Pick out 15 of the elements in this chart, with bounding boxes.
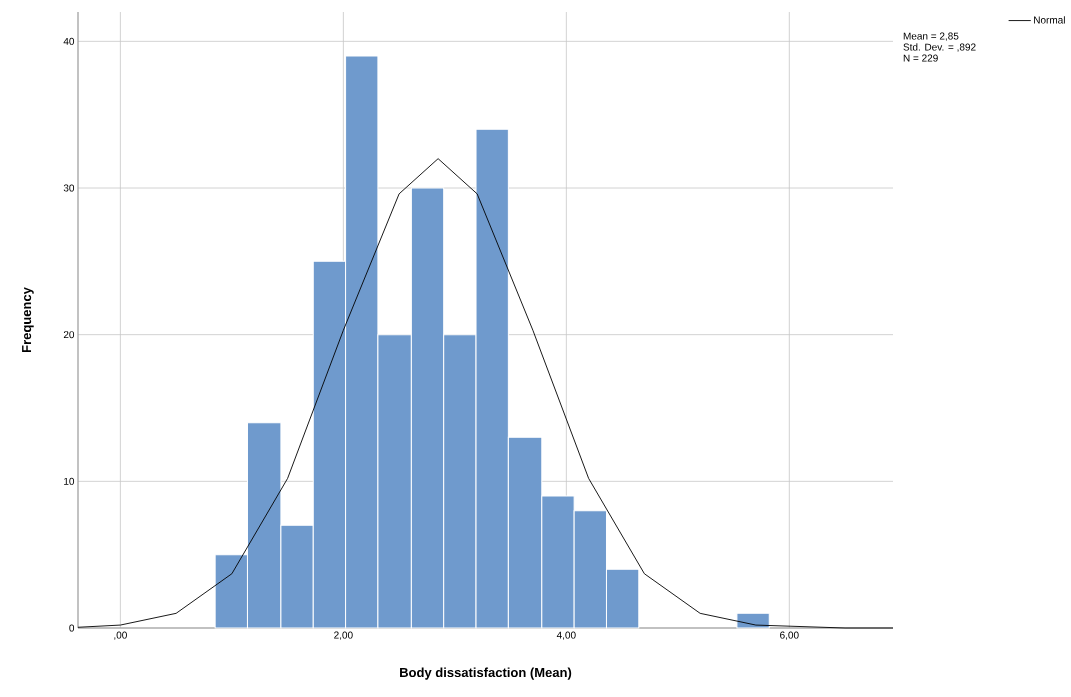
text: Std. Dev. = ,892: [903, 43, 976, 52]
x-tick-label: ,00: [114, 631, 127, 640]
x-tick-label: 6,00: [780, 631, 799, 640]
x-tick-label: 2,00: [334, 631, 353, 640]
x-axis-title: Body dissatisfaction (Mean): [400, 667, 572, 680]
x-tick-label: 4,00: [556, 631, 576, 640]
y-tick-label: 30: [63, 184, 75, 192]
text: Mean = 2,85: [903, 32, 959, 41]
y-axis-title: Frequency: [22, 287, 34, 353]
text: N = 229: [903, 54, 938, 62]
legend-label: Normal: [1034, 16, 1065, 24]
y-tick-label: 0: [69, 624, 75, 632]
y-tick-label: 20: [63, 331, 75, 339]
y-tick-label: 10: [64, 477, 75, 485]
y-tick-label: 40: [63, 37, 75, 45]
